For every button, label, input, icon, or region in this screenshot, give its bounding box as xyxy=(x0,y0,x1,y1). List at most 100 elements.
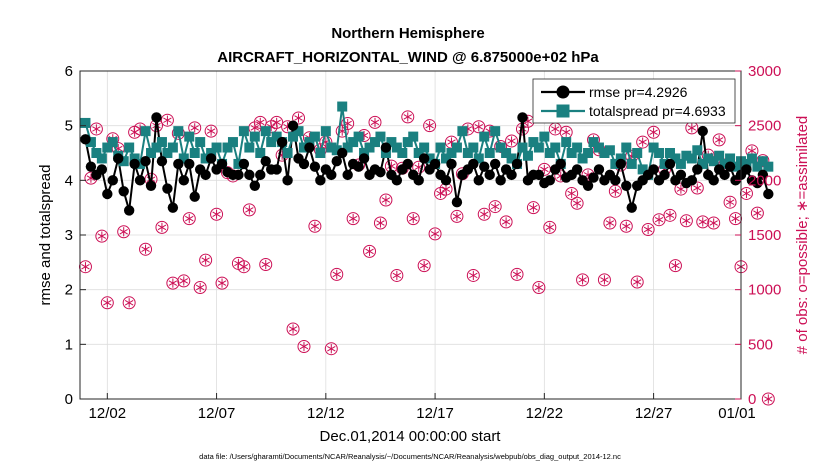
totalspread-point xyxy=(479,131,490,142)
assimilated-point-stroke xyxy=(185,215,194,222)
assimilated-point-stroke xyxy=(747,148,757,154)
totalspread-point xyxy=(189,148,200,158)
x-tick-label: 12/27 xyxy=(635,405,673,422)
totalspread-point xyxy=(402,137,413,148)
assimilated-point xyxy=(206,126,216,136)
assimilated-point-stroke xyxy=(682,218,691,224)
rmse-point xyxy=(167,202,179,213)
rmse-point xyxy=(309,161,321,172)
rmse-point xyxy=(413,175,424,186)
assimilated-point xyxy=(327,344,336,354)
assimilated-point-stroke xyxy=(332,271,341,278)
possible-point xyxy=(346,212,360,226)
assimilated-point xyxy=(310,221,320,231)
y-right-tick-label: 2000 xyxy=(748,172,781,189)
rmse-point xyxy=(555,158,566,170)
assimilated-point xyxy=(419,261,429,271)
possible-point xyxy=(237,260,251,274)
assimilated-point-stroke xyxy=(239,263,249,270)
possible-point xyxy=(215,276,229,290)
totalspread-point xyxy=(85,137,96,148)
possible-point xyxy=(363,244,377,258)
assimilated-point-stroke xyxy=(217,280,227,286)
totalspread-point xyxy=(703,153,714,164)
assimilated-point xyxy=(250,123,260,133)
x-tick-label: 12/02 xyxy=(89,405,127,422)
possible-point xyxy=(532,280,546,294)
rmse-point xyxy=(479,161,490,172)
assimilated-point-stroke xyxy=(294,115,303,121)
rmse-point xyxy=(418,153,430,164)
totalspread-point xyxy=(544,148,555,158)
x-tick-label: 12/12 xyxy=(307,405,345,422)
assimilated-point-stroke xyxy=(578,277,587,283)
assimilated-point xyxy=(201,255,210,265)
totalspread-point xyxy=(533,142,544,153)
assimilated-point xyxy=(605,218,615,228)
totalspread-point xyxy=(654,148,665,158)
totalspread-point xyxy=(118,156,129,167)
rmse-point xyxy=(375,166,386,178)
possible-point xyxy=(406,212,420,226)
rmse-point xyxy=(468,158,479,170)
rmse-point xyxy=(200,169,211,181)
totalspread-point xyxy=(506,153,517,164)
possible-point xyxy=(668,259,682,273)
rmse-point xyxy=(255,169,266,181)
totalspread-point xyxy=(140,126,151,137)
assimilated-point xyxy=(168,278,178,288)
totalspread-point xyxy=(184,131,195,142)
rmse-point xyxy=(719,169,730,181)
assimilated-point-stroke xyxy=(92,126,101,132)
assimilated-point xyxy=(512,269,522,279)
assimilated-point xyxy=(551,124,560,134)
y-left-tick-label: 0 xyxy=(65,391,73,408)
assimilated-point-stroke xyxy=(425,122,434,129)
possible-point xyxy=(417,259,431,273)
assimilated-point-stroke xyxy=(561,129,571,135)
possible-point xyxy=(576,273,590,287)
assimilated-point-stroke xyxy=(605,220,615,226)
totalspread-point xyxy=(495,142,506,153)
assimilated-point-stroke xyxy=(327,345,336,352)
rmse-point xyxy=(708,175,719,186)
y-right-tick-label: 500 xyxy=(748,336,773,353)
rmse-point xyxy=(107,175,118,186)
assimilated-point xyxy=(764,394,773,404)
rmse-point xyxy=(380,142,392,153)
possible-point xyxy=(603,216,617,230)
totalspread-point xyxy=(244,142,255,153)
assimilated-point xyxy=(578,275,587,285)
assimilated-point-stroke xyxy=(348,215,358,222)
assimilated-point-stroke xyxy=(206,128,216,134)
rmse-point xyxy=(276,136,288,148)
rmse-point xyxy=(178,175,189,186)
assimilated-point-stroke xyxy=(501,219,511,225)
assimilated-point-stroke xyxy=(742,190,751,197)
rmse-point xyxy=(85,161,97,172)
rmse-point xyxy=(123,205,135,216)
rmse-point xyxy=(473,175,484,186)
rmse-point xyxy=(233,169,244,181)
assimilated-point xyxy=(665,210,675,220)
assimilated-point xyxy=(163,115,172,125)
possible-point xyxy=(423,119,437,133)
legend-totalspread-marker xyxy=(556,104,570,118)
totalspread-point xyxy=(298,142,309,153)
rmse-point xyxy=(342,169,353,181)
totalspread-point xyxy=(211,142,222,153)
rmse-point xyxy=(752,177,763,189)
totalspread-point xyxy=(659,158,670,169)
totalspread-point xyxy=(763,161,774,172)
assimilated-point xyxy=(643,224,653,235)
rmse-point xyxy=(113,153,124,164)
rmse-point xyxy=(271,164,282,175)
totalspread-point xyxy=(583,148,594,158)
totalspread-point xyxy=(408,131,419,142)
rmse-point xyxy=(675,169,687,181)
totalspread-point xyxy=(424,153,435,164)
assimilated-point-stroke xyxy=(430,231,440,237)
assimilated-point-stroke xyxy=(567,190,576,197)
assimilated-point xyxy=(141,244,150,254)
totalspread-point xyxy=(528,137,539,148)
